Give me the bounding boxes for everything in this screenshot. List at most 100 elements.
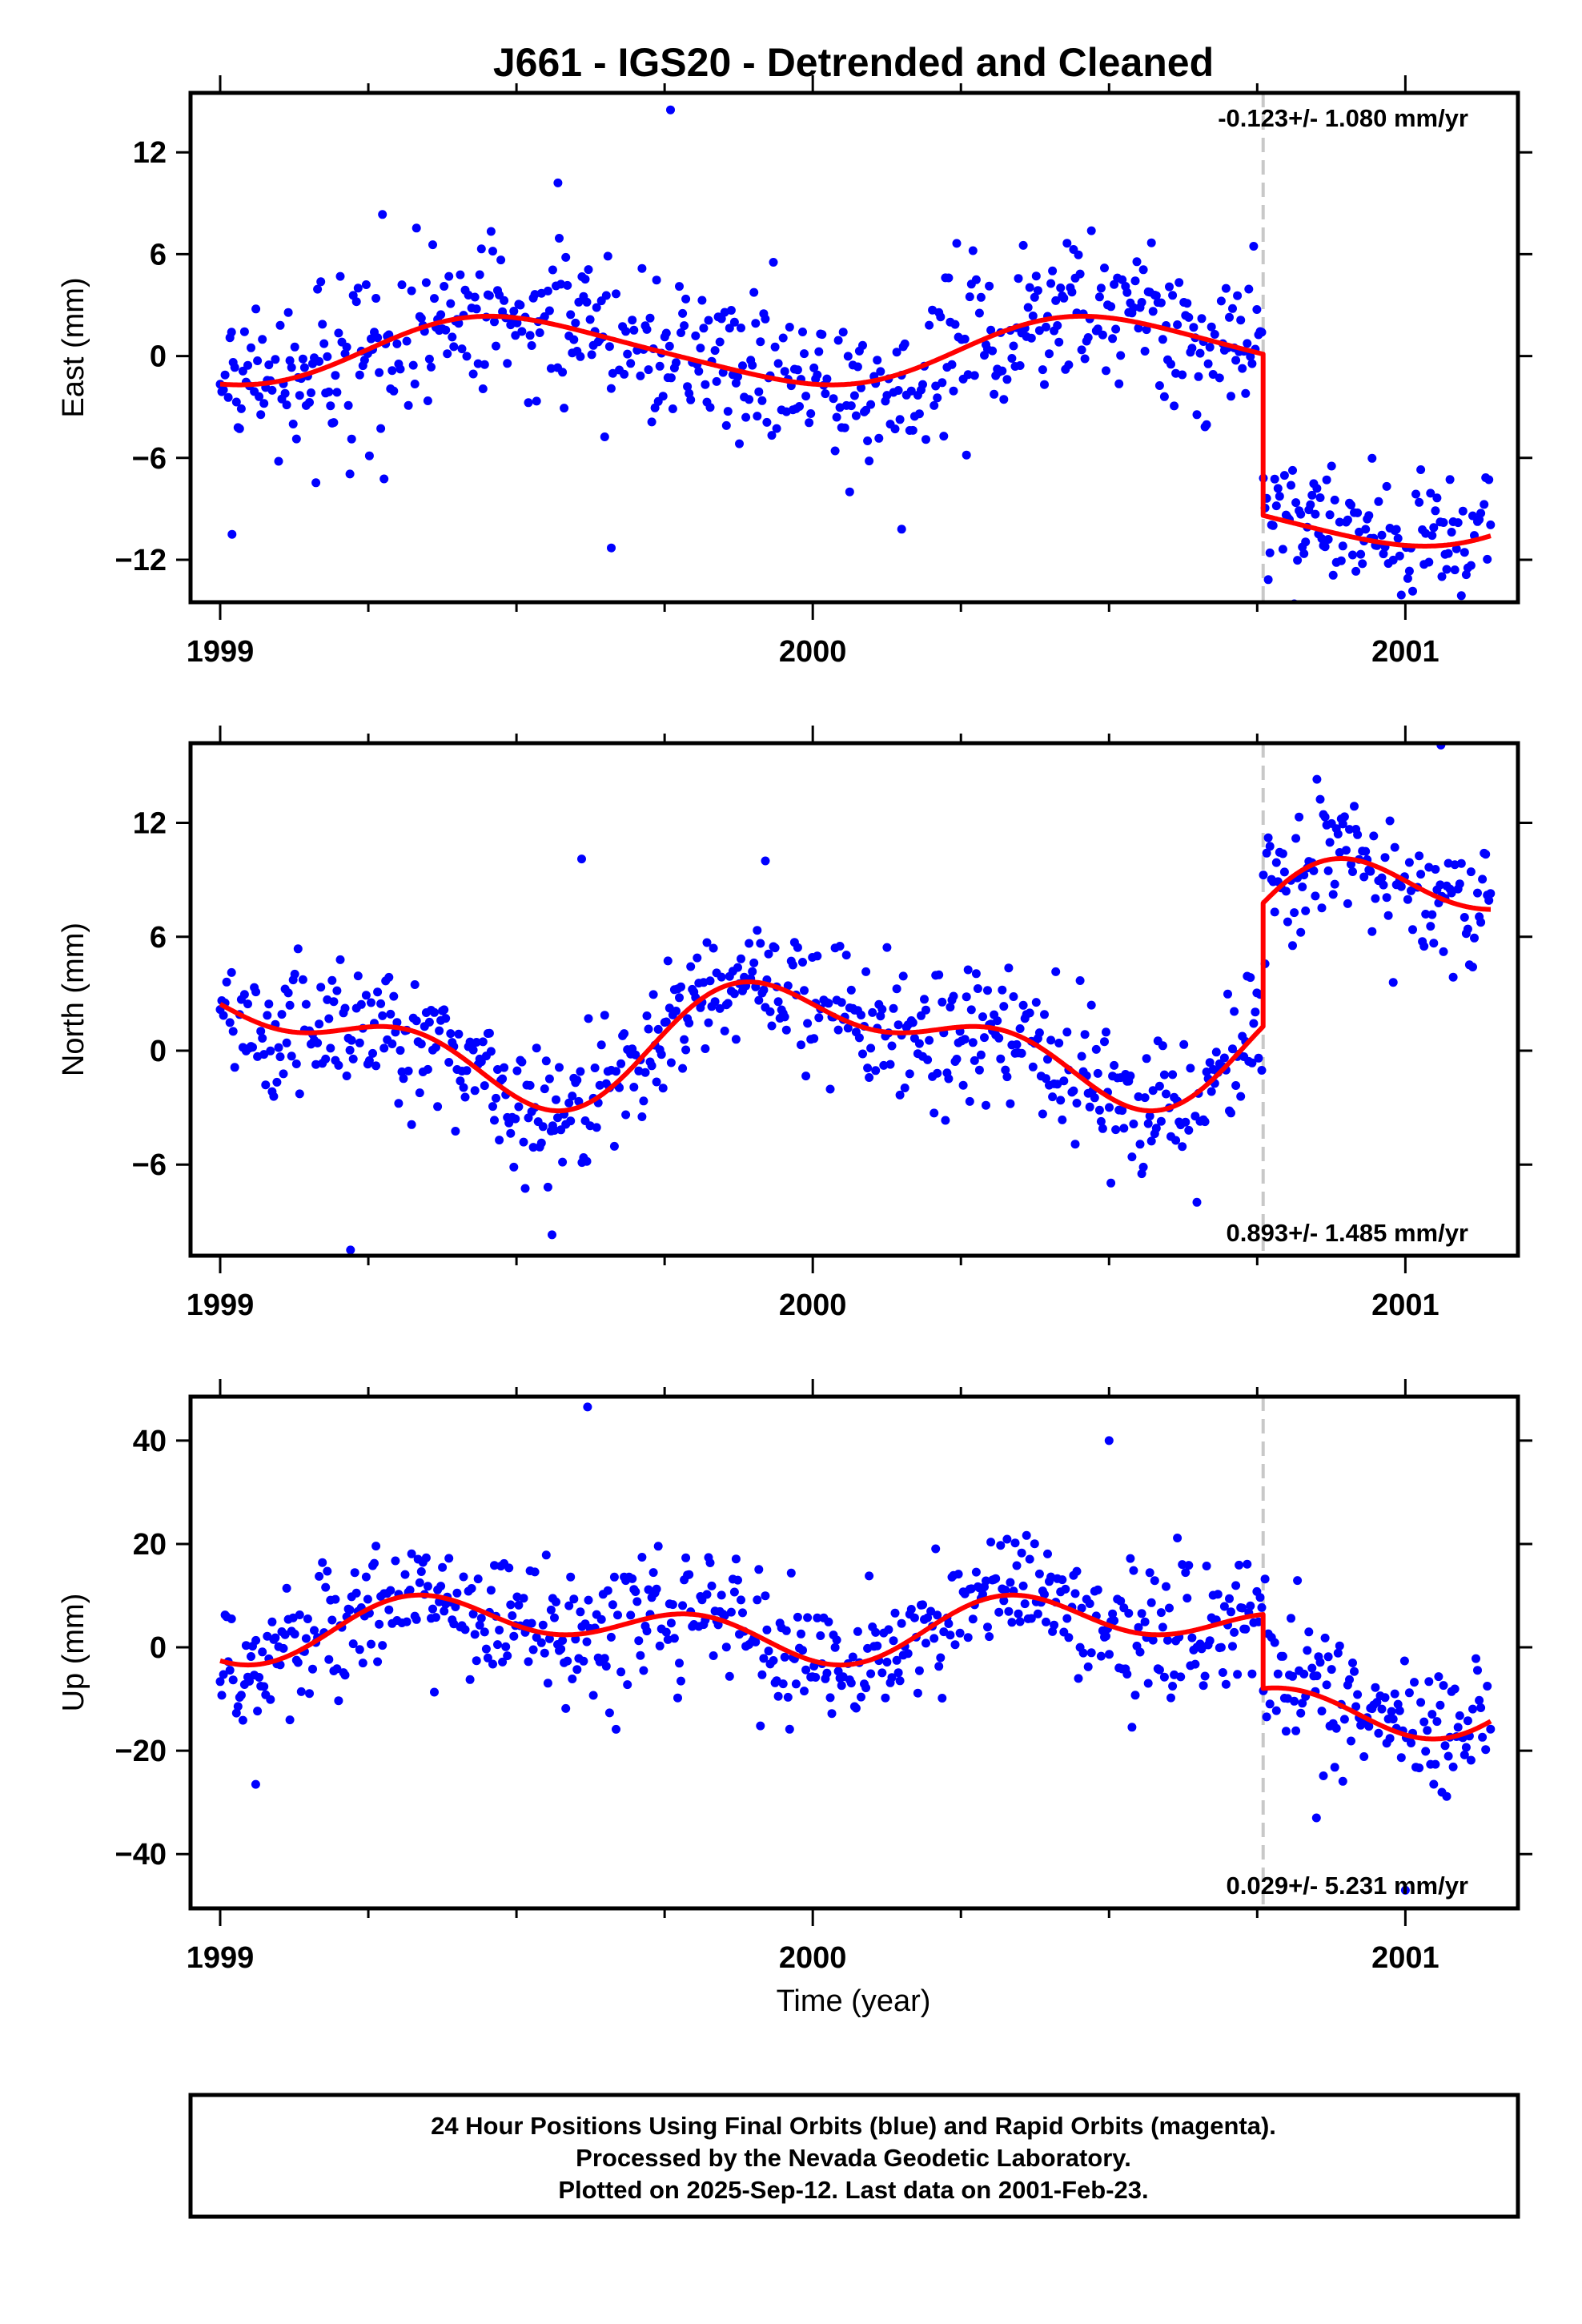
data-point [636, 371, 645, 380]
data-point [921, 1638, 930, 1648]
data-point [555, 234, 564, 243]
data-point [1145, 1112, 1154, 1121]
data-point [258, 1034, 267, 1043]
data-point [851, 411, 861, 420]
data-point [572, 1665, 582, 1675]
data-point [225, 1018, 235, 1027]
data-point [677, 328, 685, 337]
data-point [745, 395, 754, 404]
data-point [279, 1069, 288, 1079]
data-point [1134, 1092, 1143, 1101]
data-point [387, 1039, 397, 1048]
data-point [1171, 1136, 1181, 1145]
data-point [288, 420, 298, 428]
data-point [1187, 1633, 1197, 1642]
data-points [215, 105, 1496, 602]
x-tick-label: 2001 [1371, 1941, 1439, 1975]
data-point [274, 456, 283, 466]
data-point [253, 356, 263, 365]
panel-up: 40 20 0 −20 −40 1999 2000 2001 Up (mm) 0.029+/- 5… [57, 1379, 1532, 1975]
data-point [772, 424, 781, 433]
data-point [762, 1625, 772, 1634]
data-point [1140, 347, 1150, 356]
y-tick-label: 0 [150, 1035, 167, 1068]
data-point [478, 384, 488, 393]
data-point [1018, 1581, 1028, 1590]
data-point [1106, 1178, 1116, 1188]
data-point [837, 998, 846, 1007]
data-point [1456, 858, 1466, 868]
data-point [1249, 242, 1259, 251]
data-point [1165, 282, 1174, 292]
data-point [1265, 1699, 1275, 1709]
data-point [566, 1116, 576, 1126]
data-point [1356, 549, 1366, 559]
data-point [527, 341, 536, 350]
data-point [1325, 510, 1335, 520]
data-point [1288, 941, 1297, 951]
data-point [436, 310, 446, 320]
data-point [865, 1571, 874, 1581]
data-point [832, 1635, 841, 1645]
data-point [564, 1601, 574, 1610]
data-point [541, 1056, 551, 1066]
data-point [415, 1578, 424, 1587]
data-point [1200, 1671, 1210, 1681]
data-point [1178, 1142, 1187, 1152]
data-point [307, 388, 315, 397]
data-point [1262, 848, 1271, 858]
data-point [1176, 1672, 1186, 1682]
data-point [620, 1029, 629, 1039]
data-point [1345, 825, 1354, 834]
data-point [921, 1005, 930, 1015]
data-point [1148, 1635, 1158, 1645]
data-point [1067, 287, 1077, 297]
data-point [1189, 323, 1199, 332]
data-point [645, 313, 655, 323]
data-point [326, 401, 335, 411]
data-point [556, 1644, 566, 1654]
data-point [849, 391, 859, 400]
data-point [604, 1708, 614, 1718]
data-point [1080, 1030, 1090, 1039]
data-point [1208, 370, 1218, 379]
data-point [1301, 537, 1311, 547]
data-point [817, 330, 827, 340]
data-point [1034, 1028, 1044, 1038]
data-point [890, 424, 900, 434]
data-point [806, 409, 816, 418]
data-point [609, 1572, 619, 1582]
data-point [840, 423, 849, 432]
data-point [298, 975, 307, 984]
data-point [685, 1019, 694, 1027]
data-point [803, 1613, 813, 1622]
data-point [648, 990, 658, 999]
data-point [876, 367, 885, 376]
data-point [512, 1066, 522, 1076]
data-point [571, 318, 580, 328]
data-point [913, 1688, 922, 1698]
x-tick-label: 1999 [187, 1941, 255, 1975]
data-point [994, 1033, 1004, 1043]
data-point [837, 1681, 846, 1691]
data-point [963, 1633, 973, 1642]
data-point [1271, 1706, 1281, 1715]
data-point [342, 342, 351, 352]
data-point [577, 854, 586, 864]
data-point [291, 1059, 301, 1068]
data-point [481, 1644, 491, 1654]
data-point [673, 1693, 682, 1703]
data-point [1374, 1728, 1383, 1738]
data-point [1030, 292, 1039, 302]
data-point [1062, 1027, 1072, 1037]
data-point [1091, 1044, 1101, 1054]
data-point [696, 344, 705, 353]
data-point [773, 359, 783, 368]
data-point [800, 986, 809, 995]
data-point [1216, 296, 1226, 306]
data-point [773, 997, 783, 1007]
data-point [890, 1608, 900, 1618]
data-point [705, 403, 715, 412]
data-point [1366, 866, 1375, 876]
